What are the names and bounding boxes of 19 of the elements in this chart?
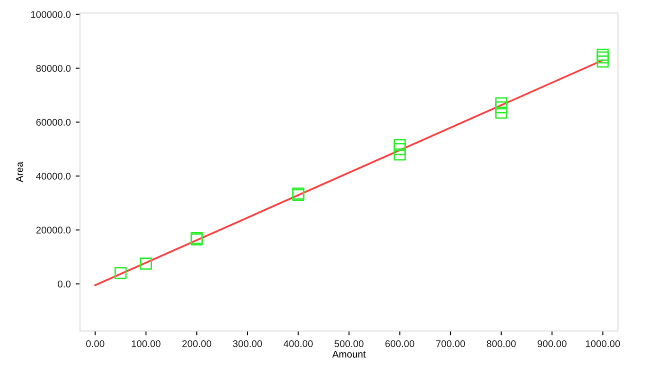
- x-tick-label: 100.00: [132, 340, 160, 348]
- x-tick-label: 700.00: [436, 340, 465, 348]
- x-tick-label: 400.00: [284, 340, 313, 348]
- x-tick-label: 600.00: [385, 340, 414, 348]
- x-tick-label: 0.00: [86, 340, 104, 348]
- x-tick-label: 500.00: [334, 340, 364, 348]
- x-tick-label: 800.00: [486, 340, 516, 348]
- x-tick-label: 900.00: [538, 340, 567, 348]
- y-tick-label: 60000.0: [36, 118, 71, 126]
- x-tick-label: 1000.00: [586, 340, 620, 348]
- y-tick-label: 100000.0: [31, 11, 71, 18]
- y-tick-label: 20000.0: [36, 226, 71, 234]
- y-tick-label: 40000.0: [36, 172, 71, 180]
- y-tick-label: 80000.0: [36, 64, 71, 72]
- y-axis-title: Area: [16, 162, 23, 182]
- x-tick-label: 200.00: [182, 340, 212, 348]
- x-tick-label: 300.00: [232, 340, 262, 348]
- x-axis-title: Amount: [332, 350, 366, 358]
- y-tick-label: 0.0: [58, 280, 71, 288]
